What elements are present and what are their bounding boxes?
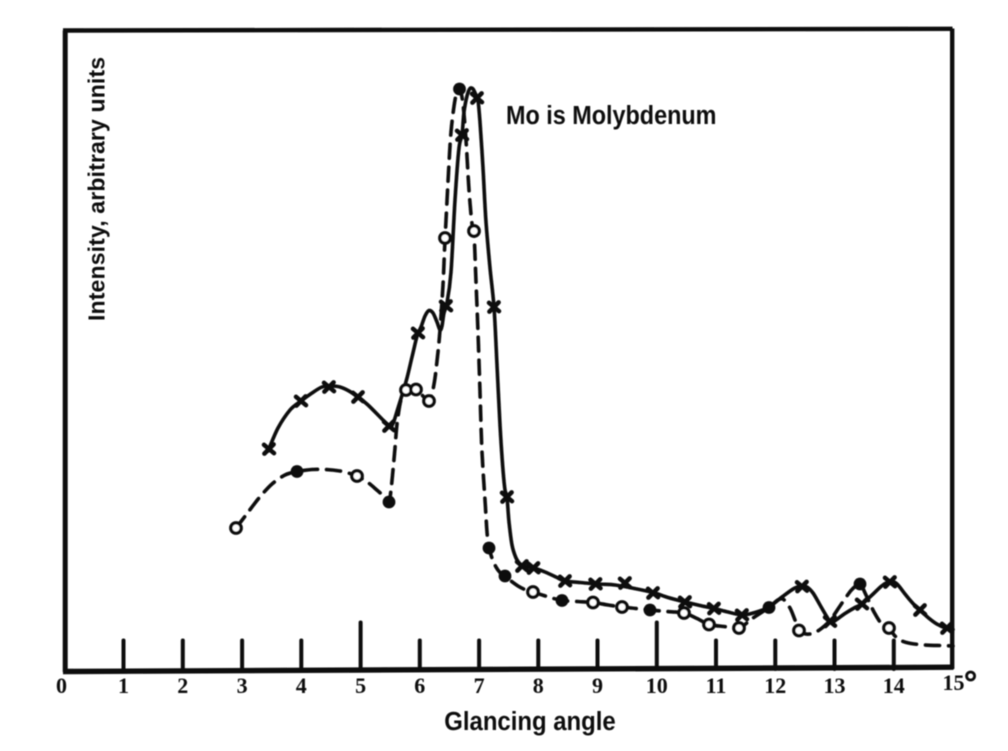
- svg-text:11: 11: [706, 673, 727, 698]
- svg-text:8: 8: [533, 673, 544, 698]
- svg-text:Intensity, arbitrary units: Intensity, arbitrary units: [84, 57, 110, 321]
- svg-text:15: 15: [943, 670, 965, 695]
- svg-text:Mo is Molybdenum: Mo is Molybdenum: [506, 102, 716, 130]
- svg-text:10: 10: [646, 673, 668, 698]
- svg-text:4: 4: [296, 673, 307, 698]
- svg-text:Glancing angle: Glancing angle: [444, 707, 615, 736]
- svg-text:13: 13: [824, 673, 846, 698]
- svg-text:14: 14: [883, 673, 905, 698]
- svg-text:12: 12: [764, 673, 786, 698]
- svg-text:0: 0: [56, 673, 67, 698]
- svg-text:6: 6: [414, 673, 425, 698]
- svg-text:2: 2: [177, 673, 188, 698]
- svg-text:3: 3: [237, 673, 248, 698]
- svg-text:5: 5: [355, 673, 366, 698]
- svg-text:7: 7: [474, 673, 485, 698]
- svg-text:1: 1: [118, 673, 129, 698]
- svg-text:9: 9: [592, 673, 603, 698]
